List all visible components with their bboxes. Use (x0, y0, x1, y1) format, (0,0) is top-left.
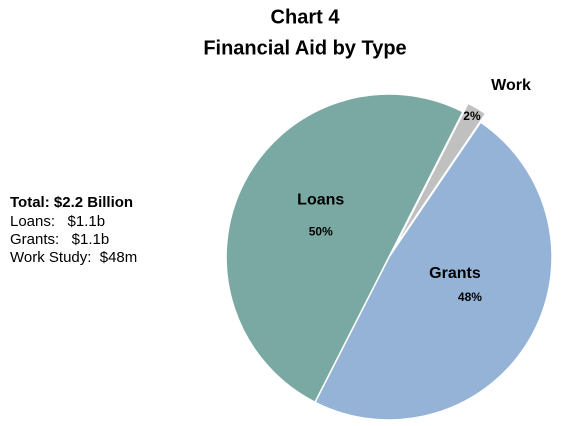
slice-label: Grants (429, 265, 481, 282)
chart-subtitle: Financial Aid by Type (203, 37, 406, 59)
slice-value-label: 48% (458, 290, 482, 304)
slice-value-label: 2% (463, 109, 481, 123)
slice-label: Work (491, 77, 531, 94)
summary-item: Work Study: $48m (10, 249, 137, 266)
pie-slice (225, 93, 465, 404)
slice-value-label: 50% (309, 224, 333, 238)
pie-slice (393, 102, 487, 249)
summary-title: Total: $2.2 Billion (10, 194, 133, 211)
summary-item: Grants: $1.1b (10, 231, 109, 248)
chart-title: Chart 4 (271, 6, 341, 28)
pie-slice (313, 121, 553, 421)
slice-label: Loans (297, 191, 344, 208)
summary-item: Loans: $1.1b (10, 213, 105, 230)
